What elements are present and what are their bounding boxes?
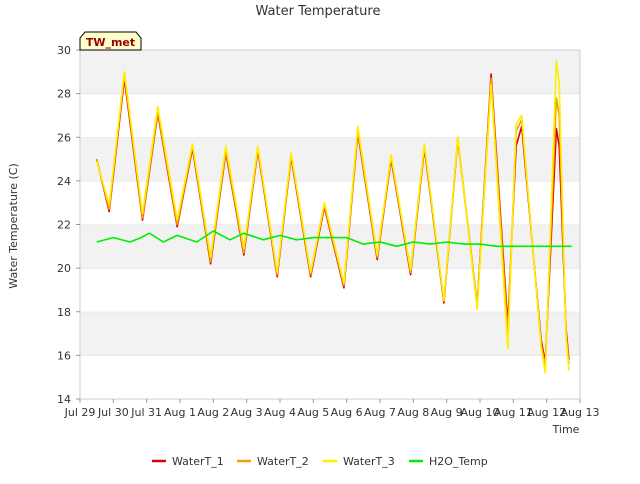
series-line-watert-3 (95, 60, 570, 374)
legend-label-h2o-temp: H2O_Temp (429, 455, 488, 468)
legend-label-watert-3: WaterT_3 (343, 455, 395, 468)
x-tick-label: Aug 5 (297, 406, 329, 419)
y-tick-label: 20 (57, 262, 71, 275)
y-tick-label: 26 (57, 131, 71, 144)
x-tick-label: Aug 4 (264, 406, 296, 419)
x-axis-label: Time (552, 423, 580, 436)
y-tick-label: 14 (57, 393, 71, 406)
grid-band (80, 180, 580, 225)
station-badge-box (79, 31, 142, 51)
y-tick-label: 16 (57, 349, 71, 362)
grid-band (80, 93, 580, 138)
grid-band (80, 355, 580, 399)
grid-band (80, 268, 580, 312)
grid-band (80, 50, 580, 94)
x-tick-label: Aug 6 (331, 406, 363, 419)
y-tick-label: 24 (57, 175, 71, 188)
y-axis-ticks: 14 16 18 20 22 24 26 28 30 (57, 44, 80, 406)
x-tick-label: Jul 31 (130, 406, 162, 419)
y-tick-label: 22 (57, 219, 71, 232)
legend: WaterT_1 WaterT_2 WaterT_3 H2O_Temp (152, 455, 488, 468)
x-tick-label: Aug 2 (197, 406, 229, 419)
x-tick-label: Aug 7 (364, 406, 396, 419)
x-tick-label: Aug 3 (231, 406, 263, 419)
x-tick-label: Jul 30 (97, 406, 129, 419)
series-line-h2o-temp (96, 230, 572, 248)
grid-band (80, 137, 580, 181)
station-badge: TW_met (79, 31, 142, 51)
x-tick-label: Aug 9 (431, 406, 463, 419)
x-tick-label: Aug 11 (494, 406, 533, 419)
y-tick-label: 28 (57, 88, 71, 101)
chart-title: Water Temperature (256, 4, 381, 19)
legend-label-watert-2: WaterT_2 (257, 455, 309, 468)
x-tick-label: Jul 29 (64, 406, 96, 419)
series-lines (95, 60, 572, 374)
y-tick-label: 18 (57, 306, 71, 319)
grid-band (80, 311, 580, 356)
x-tick-label: Aug 10 (461, 406, 500, 419)
legend-label-watert-1: WaterT_1 (172, 455, 224, 468)
x-tick-label: Aug 13 (561, 406, 600, 419)
y-tick-label: 30 (57, 44, 71, 57)
station-badge-label: TW_met (86, 36, 135, 49)
x-axis-ticks: Jul 29 Jul 30 Jul 31 Aug 1 Aug 2 Aug 3 Aug 4 Au… (64, 399, 600, 419)
x-tick-label: Aug 12 (527, 406, 566, 419)
y-axis-label: Water Temperature (C) (7, 163, 20, 288)
x-tick-label: Aug 1 (164, 406, 196, 419)
x-tick-label: Aug 8 (397, 406, 429, 419)
